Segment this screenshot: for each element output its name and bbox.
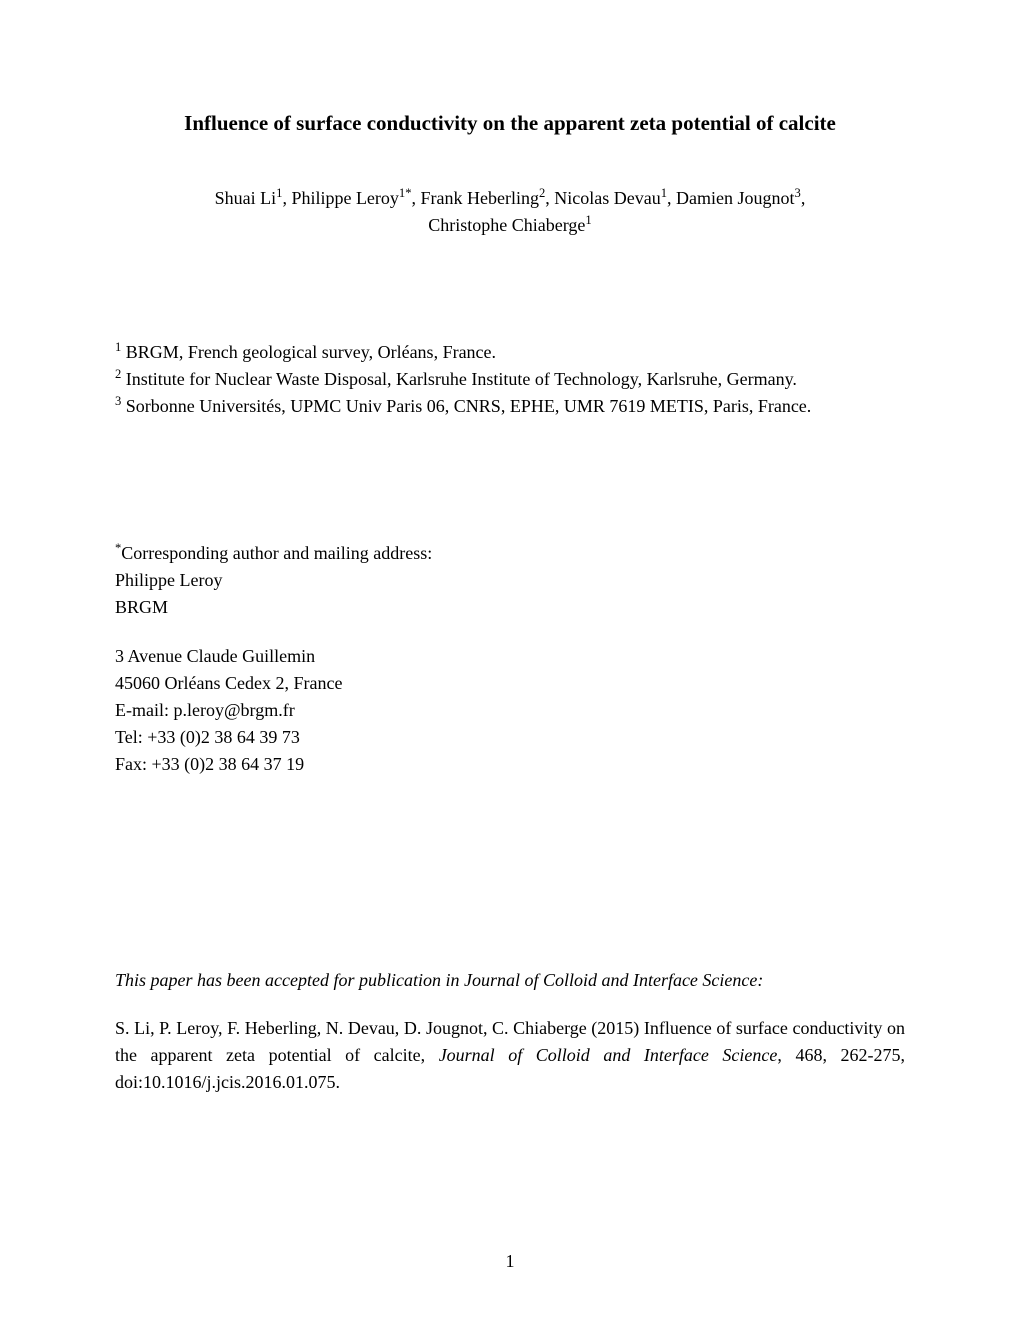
address-fax: Fax: +33 (0)2 38 64 37 19 bbox=[115, 751, 905, 778]
page-number: 1 bbox=[0, 1251, 1020, 1272]
corresponding-org: BRGM bbox=[115, 594, 905, 621]
affiliation-text: BRGM, French geological survey, Orléans,… bbox=[121, 342, 496, 362]
affiliation-text: Institute for Nuclear Waste Disposal, Ka… bbox=[121, 369, 797, 389]
citation-block: S. Li, P. Leroy, F. Heberling, N. Devau,… bbox=[115, 1015, 905, 1096]
address-street: 3 Avenue Claude Guillemin bbox=[115, 643, 905, 670]
corresponding-block: *Corresponding author and mailing addres… bbox=[115, 540, 905, 621]
author-sep: , bbox=[801, 188, 806, 208]
author-sup: 1* bbox=[399, 186, 412, 200]
citation-journal: Journal of Colloid and Interface Science bbox=[439, 1045, 778, 1065]
affiliation-text: Sorbonne Universités, UPMC Univ Paris 06… bbox=[121, 396, 811, 416]
affiliation-line: 2 Institute for Nuclear Waste Disposal, … bbox=[115, 366, 905, 393]
corresponding-label-line: *Corresponding author and mailing addres… bbox=[115, 540, 905, 567]
affiliations-block: 1 BRGM, French geological survey, Orléan… bbox=[115, 339, 905, 420]
author-name: , Nicolas Devau bbox=[545, 188, 660, 208]
author-name: , Frank Heberling bbox=[412, 188, 539, 208]
corresponding-label: Corresponding author and mailing address… bbox=[121, 543, 432, 563]
author-name: Shuai Li bbox=[215, 188, 277, 208]
corresponding-name: Philippe Leroy bbox=[115, 567, 905, 594]
author-name: , Damien Jougnot bbox=[667, 188, 795, 208]
address-email: E-mail: p.leroy@brgm.fr bbox=[115, 697, 905, 724]
address-tel: Tel: +33 (0)2 38 64 39 73 bbox=[115, 724, 905, 751]
address-block: 3 Avenue Claude Guillemin 45060 Orléans … bbox=[115, 643, 905, 778]
author-name: Christophe Chiaberge bbox=[428, 215, 585, 235]
affiliation-line: 1 BRGM, French geological survey, Orléan… bbox=[115, 339, 905, 366]
affiliation-line: 3 Sorbonne Universités, UPMC Univ Paris … bbox=[115, 393, 905, 420]
authors-block: Shuai Li 1 , Philippe Leroy1*, Frank Heber… bbox=[115, 185, 905, 239]
address-city: 45060 Orléans Cedex 2, France bbox=[115, 670, 905, 697]
author-name: , Philippe Leroy bbox=[282, 188, 398, 208]
paper-title: Influence of surface conductivity on the… bbox=[115, 110, 905, 137]
author-sup: 1 bbox=[585, 213, 591, 227]
acceptance-note: This paper has been accepted for publica… bbox=[115, 968, 905, 993]
